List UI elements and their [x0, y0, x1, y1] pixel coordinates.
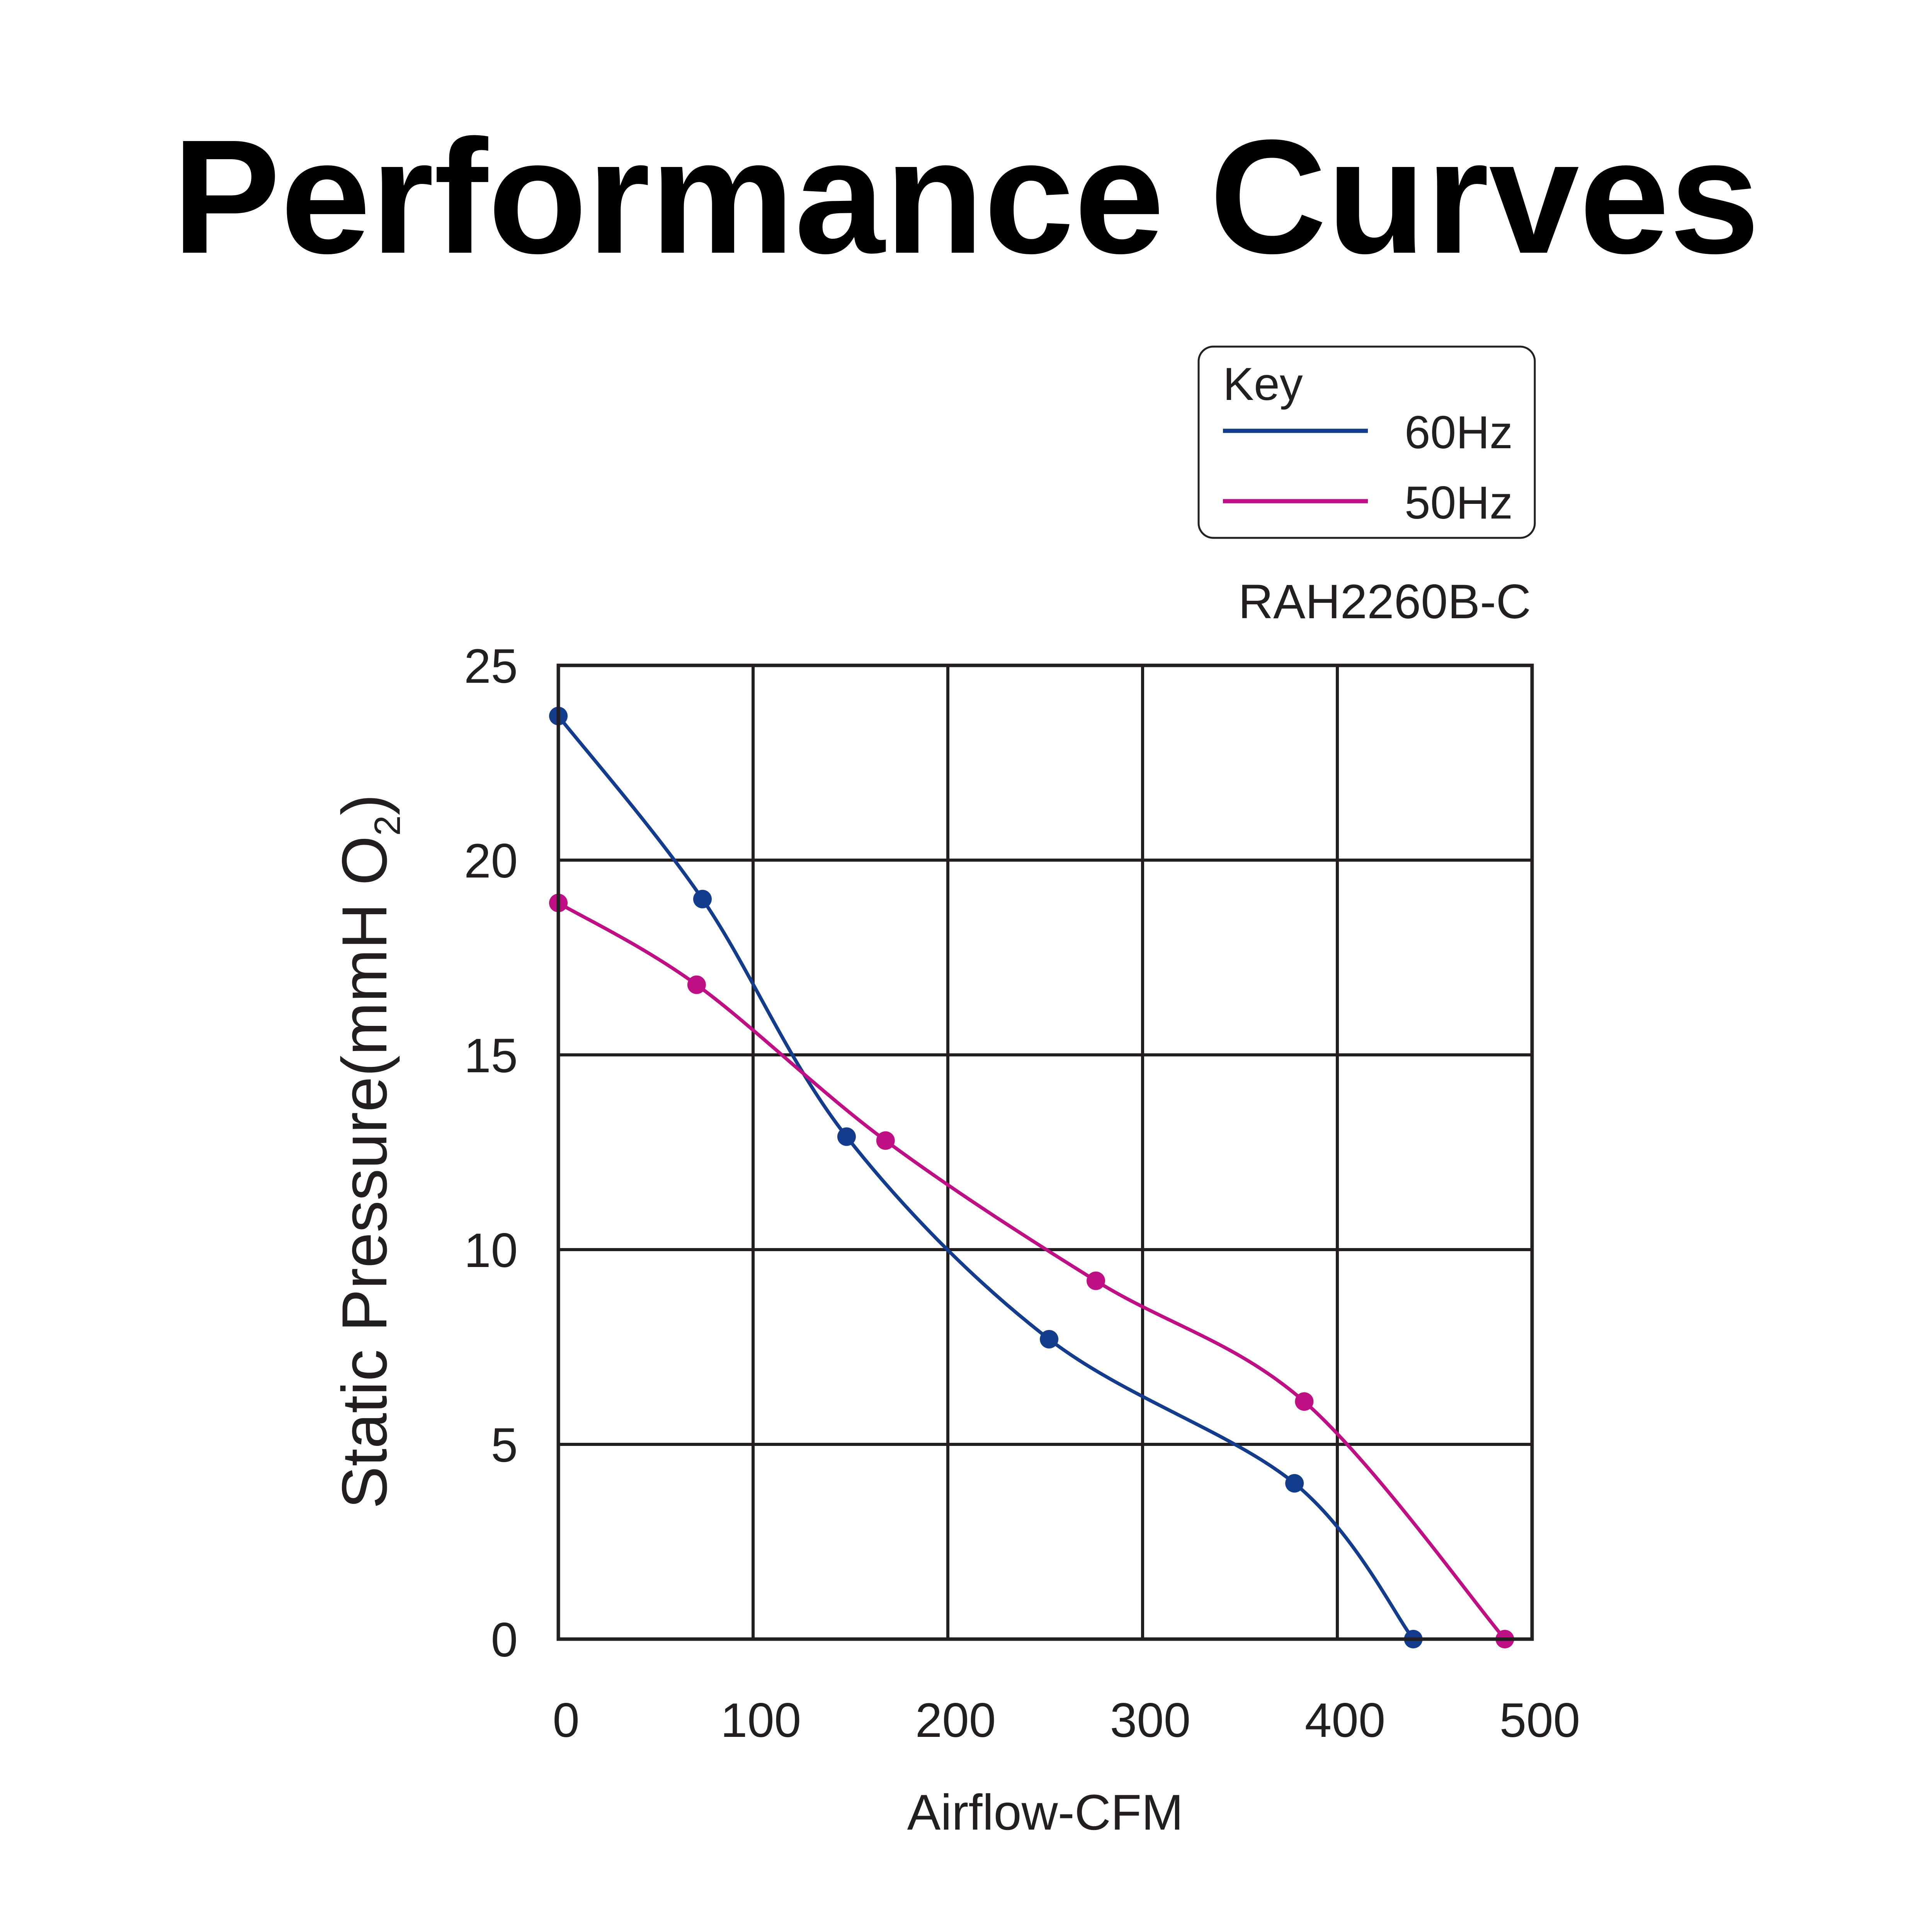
page-title: Performance Curves — [172, 106, 1760, 287]
x-tick-label-0: 0 — [553, 1694, 580, 1747]
y-axis-label-close: ) — [329, 794, 400, 815]
grid — [557, 664, 1534, 1641]
data-point-60hz-3 — [1040, 1330, 1059, 1349]
data-point-50hz-4 — [1295, 1392, 1314, 1411]
x-tick-label-500: 500 — [1500, 1694, 1580, 1747]
y-tick-label-20: 20 — [464, 834, 518, 888]
x-tick-labels: 0 100 200 300 400 500 — [553, 1694, 1580, 1747]
x-tick-label-400: 400 — [1305, 1694, 1386, 1747]
data-point-60hz-1 — [693, 889, 712, 908]
legend-entry-60hz: 60Hz — [1405, 406, 1513, 458]
y-tick-labels: 0 5 10 15 20 25 — [464, 639, 518, 1667]
legend-box — [1197, 345, 1536, 539]
legend-entry-50hz: 50Hz — [1405, 477, 1513, 529]
y-tick-label-5: 5 — [491, 1418, 518, 1472]
x-axis-label: Airflow-CFM — [907, 1784, 1184, 1840]
data-point-60hz-4 — [1285, 1474, 1304, 1493]
data-point-50hz-2 — [876, 1131, 895, 1150]
series-layer — [549, 707, 1514, 1648]
plot-frame — [556, 663, 1534, 1641]
data-point-50hz-3 — [1087, 1271, 1105, 1290]
model-label: RAH2260B-C — [1238, 575, 1531, 629]
series-line-50hz — [557, 901, 1506, 1640]
y-axis-label-subscript: 2 — [367, 815, 408, 836]
y-tick-label-15: 15 — [464, 1029, 518, 1083]
data-point-50hz-1 — [687, 975, 706, 994]
y-tick-label-25: 25 — [464, 639, 518, 693]
y-tick-label-0: 0 — [491, 1613, 518, 1667]
x-tick-label-100: 100 — [721, 1694, 801, 1747]
y-tick-label-10: 10 — [464, 1224, 518, 1277]
y-axis-label-main: Static Pressure(mmH O — [329, 836, 400, 1509]
x-tick-label-200: 200 — [915, 1694, 996, 1747]
series-line-60hz — [557, 715, 1415, 1640]
legend: Key 60Hz 50Hz — [1197, 345, 1536, 539]
x-tick-label-300: 300 — [1110, 1694, 1191, 1747]
y-axis-label: Static Pressure(mmH O2) — [329, 794, 408, 1509]
data-point-60hz-2 — [837, 1127, 856, 1146]
legend-title: Key — [1223, 358, 1303, 410]
